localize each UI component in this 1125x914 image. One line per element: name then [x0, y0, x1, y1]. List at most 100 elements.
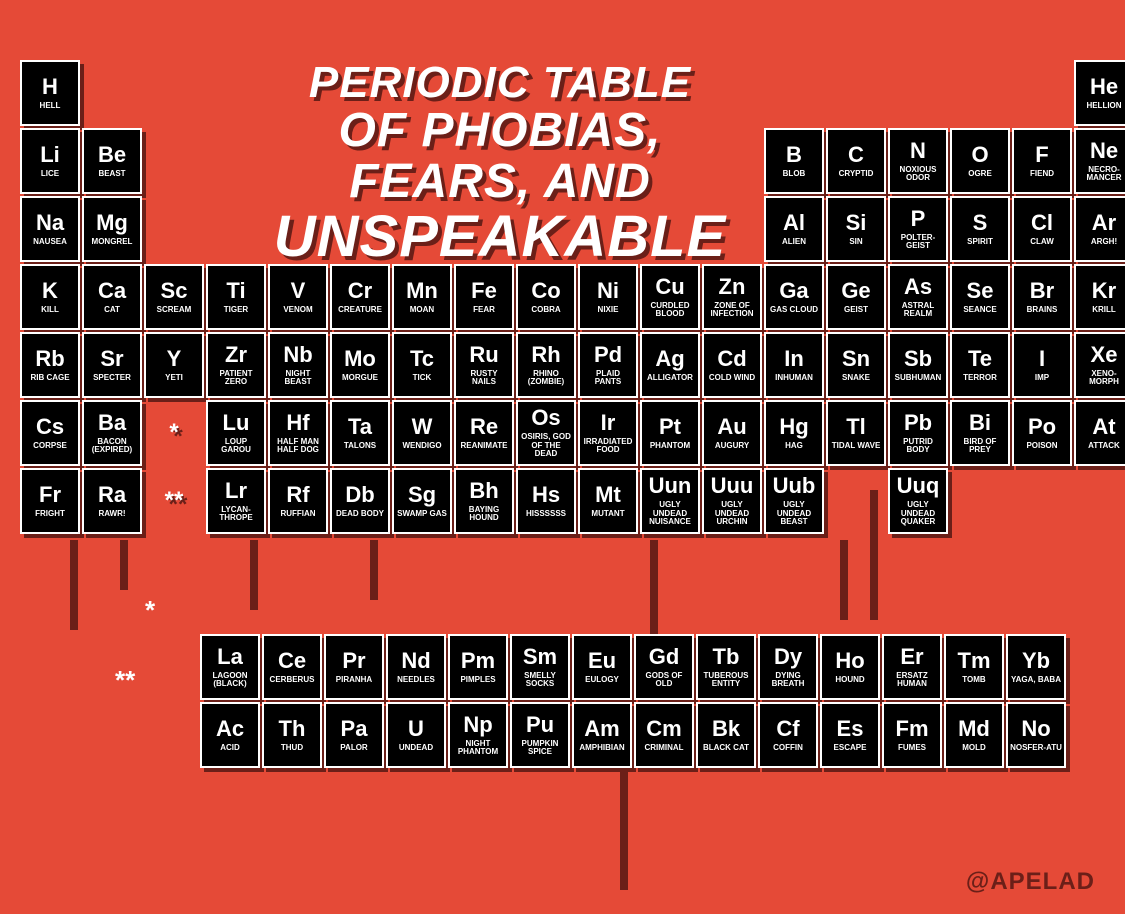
- element-cell: TlTIDAL WAVE: [826, 400, 886, 466]
- element-symbol: Pu: [526, 714, 554, 736]
- element-label: BEAST: [98, 170, 125, 178]
- element-symbol: Xe: [1091, 344, 1118, 366]
- element-symbol: Uub: [773, 475, 816, 497]
- element-cell: UuuUGLY UNDEAD URCHIN: [702, 468, 762, 534]
- element-cell: HHELL: [20, 60, 80, 126]
- element-symbol: No: [1021, 718, 1050, 740]
- element-label: LYCAN-THROPE: [210, 506, 262, 523]
- element-label: PUTRID BODY: [892, 438, 944, 455]
- element-label: FIEND: [1030, 170, 1054, 178]
- element-label: OSIRIS, GOD OF THE DEAD: [520, 433, 572, 458]
- element-cell: AgALLIGATOR: [640, 332, 700, 398]
- element-cell: GdGODS OF OLD: [634, 634, 694, 700]
- element-label: COFFIN: [773, 744, 803, 752]
- element-cell: CuCURDLED BLOOD: [640, 264, 700, 330]
- element-label: EULOGY: [585, 676, 619, 684]
- element-symbol: Al: [783, 212, 805, 234]
- element-label: SEANCE: [963, 306, 996, 314]
- element-cell: VVENOM: [268, 264, 328, 330]
- element-symbol: Fr: [39, 484, 61, 506]
- element-label: SIN: [849, 238, 862, 246]
- element-cell: NaNAUSEA: [20, 196, 80, 262]
- element-symbol: Rf: [286, 484, 309, 506]
- element-label: BACON (EXPIRED): [86, 438, 138, 455]
- element-cell: LrLYCAN-THROPE: [206, 468, 266, 534]
- element-symbol: Ni: [597, 280, 619, 302]
- element-cell: TeTERROR: [950, 332, 1010, 398]
- element-symbol: Nb: [283, 344, 312, 366]
- element-symbol: Cu: [655, 276, 684, 298]
- element-label: BLACK CAT: [703, 744, 749, 752]
- element-cell: CfCOFFIN: [758, 702, 818, 768]
- element-cell: FmFUMES: [882, 702, 942, 768]
- element-label: RAWR!: [98, 510, 125, 518]
- element-symbol: Mg: [96, 212, 128, 234]
- element-symbol: O: [971, 144, 988, 166]
- element-cell: UUNDEAD: [386, 702, 446, 768]
- element-label: ATTACK: [1088, 442, 1120, 450]
- element-symbol: Lu: [223, 412, 250, 434]
- element-label: UGLY UNDEAD URCHIN: [706, 501, 758, 526]
- element-symbol: As: [904, 276, 932, 298]
- element-symbol: Cs: [36, 416, 64, 438]
- element-cell: MoMORGUE: [330, 332, 390, 398]
- element-cell: KrKRILL: [1074, 264, 1125, 330]
- element-label: HELL: [40, 102, 61, 110]
- element-cell: CCRYPTID: [826, 128, 886, 194]
- element-symbol: Zr: [225, 344, 247, 366]
- element-symbol: Sn: [842, 348, 870, 370]
- element-symbol: Cm: [646, 718, 681, 740]
- element-cell: PrPIRANHA: [324, 634, 384, 700]
- element-label: ALLIGATOR: [647, 374, 693, 382]
- element-symbol: U: [408, 718, 424, 740]
- element-cell: GeGEIST: [826, 264, 886, 330]
- element-symbol: Si: [846, 212, 867, 234]
- element-cell: ZnZONE OF INFECTION: [702, 264, 762, 330]
- element-cell: IrIRRADIATED FOOD: [578, 400, 638, 466]
- element-symbol: Pr: [342, 650, 365, 672]
- element-cell: CaCAT: [82, 264, 142, 330]
- element-cell: ZrPATIENT ZERO: [206, 332, 266, 398]
- element-symbol: Ce: [278, 650, 306, 672]
- element-cell: ArARGH!: [1074, 196, 1125, 262]
- element-symbol: Sg: [408, 484, 436, 506]
- element-symbol: Hg: [779, 416, 808, 438]
- element-cell: EsESCAPE: [820, 702, 880, 768]
- element-symbol: Po: [1028, 416, 1056, 438]
- element-label: PLAID PANTS: [582, 370, 634, 387]
- element-cell: BiBIRD OF PREY: [950, 400, 1010, 466]
- element-cell: Tm TOMB: [944, 634, 1004, 700]
- element-label: ACID: [220, 744, 240, 752]
- element-symbol: Sr: [100, 348, 123, 370]
- element-label: MOLD: [962, 744, 986, 752]
- element-symbol: Ga: [779, 280, 808, 302]
- element-cell: BkBLACK CAT: [696, 702, 756, 768]
- element-cell: RhRHINO (ZOMBIE): [516, 332, 576, 398]
- element-label: CAT: [104, 306, 120, 314]
- element-label: SPECTER: [93, 374, 131, 382]
- lanthanide-marker: *: [145, 595, 155, 626]
- element-symbol: Ru: [469, 344, 498, 366]
- element-cell: HgHAG: [764, 400, 824, 466]
- element-symbol: Tm: [958, 650, 991, 672]
- element-cell: YYETI: [144, 332, 204, 398]
- element-label: UGLY UNDEAD QUAKER: [892, 501, 944, 526]
- element-cell: TbTUBEROUS ENTITY: [696, 634, 756, 700]
- element-label: WENDIGO: [402, 442, 441, 450]
- element-cell: NbNIGHT BEAST: [268, 332, 328, 398]
- element-label: HELLION: [1086, 102, 1121, 110]
- element-label: BAYING HOUND: [458, 506, 510, 523]
- element-symbol: Cd: [717, 348, 746, 370]
- element-symbol: Ac: [216, 718, 244, 740]
- element-label: ARGH!: [1091, 238, 1117, 246]
- element-symbol: Mn: [406, 280, 438, 302]
- element-label: TOMB: [962, 676, 985, 684]
- element-symbol: I: [1039, 348, 1045, 370]
- element-cell: OsOSIRIS, GOD OF THE DEAD: [516, 400, 576, 466]
- element-cell: PdPLAID PANTS: [578, 332, 638, 398]
- element-cell: NeNECRO-MANCER: [1074, 128, 1125, 194]
- element-label: LICE: [41, 170, 59, 178]
- element-symbol: Hf: [286, 412, 309, 434]
- element-cell: SbSUBHUMAN: [888, 332, 948, 398]
- element-label: YETI: [165, 374, 183, 382]
